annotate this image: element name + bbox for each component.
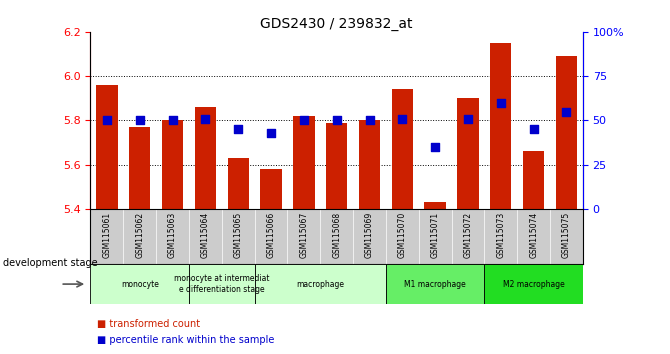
Point [528,126,539,132]
Bar [458,98,478,209]
Text: monocyte at intermediat
e differentiation stage: monocyte at intermediat e differentiatio… [174,274,269,294]
Text: macrophage: macrophage [296,280,344,289]
Text: GSM115075: GSM115075 [562,212,571,258]
Text: development stage: development stage [3,258,98,268]
Point [462,116,473,121]
Point [233,126,244,132]
Bar [523,151,544,209]
FancyBboxPatch shape [90,264,189,304]
Bar [556,56,577,209]
Text: M1 macrophage: M1 macrophage [404,280,466,289]
FancyBboxPatch shape [484,264,583,304]
Text: ■ percentile rank within the sample: ■ percentile rank within the sample [97,335,275,345]
Text: GSM115071: GSM115071 [431,212,440,258]
Text: GSM115069: GSM115069 [365,212,374,258]
Text: GSM115067: GSM115067 [299,212,308,258]
Point [200,116,211,121]
Text: monocyte: monocyte [121,280,159,289]
FancyBboxPatch shape [386,264,484,304]
Point [332,118,342,123]
Point [495,100,507,105]
Bar [261,169,281,209]
Point [168,118,178,123]
Point [430,144,441,150]
Bar [425,202,446,209]
Text: GSM115073: GSM115073 [496,212,505,258]
Point [102,118,113,123]
Text: GSM115066: GSM115066 [267,212,275,258]
Text: GSM115068: GSM115068 [332,212,341,258]
Bar [195,107,216,209]
Bar [392,89,413,209]
Bar [293,116,314,209]
Text: ■ transformed count: ■ transformed count [97,319,200,329]
Text: GSM115064: GSM115064 [201,212,210,258]
Text: GSM115065: GSM115065 [234,212,243,258]
Text: GSM115061: GSM115061 [103,212,111,258]
Point [299,118,310,123]
Bar [359,120,380,209]
FancyBboxPatch shape [189,264,255,304]
Bar [326,122,347,209]
Text: GSM115063: GSM115063 [168,212,177,258]
Point [364,118,375,123]
Point [265,130,276,136]
FancyBboxPatch shape [255,264,386,304]
Point [397,116,407,121]
Bar [96,85,117,209]
Bar [162,120,183,209]
Bar [129,127,150,209]
Bar [228,158,249,209]
Text: GSM115072: GSM115072 [464,212,472,258]
Text: GSM115062: GSM115062 [135,212,144,258]
Text: GSM115074: GSM115074 [529,212,538,258]
Text: M2 macrophage: M2 macrophage [502,280,565,289]
Text: GSM115070: GSM115070 [398,212,407,258]
Point [561,109,572,114]
Title: GDS2430 / 239832_at: GDS2430 / 239832_at [261,17,413,31]
Bar [490,43,511,209]
Point [134,118,145,123]
